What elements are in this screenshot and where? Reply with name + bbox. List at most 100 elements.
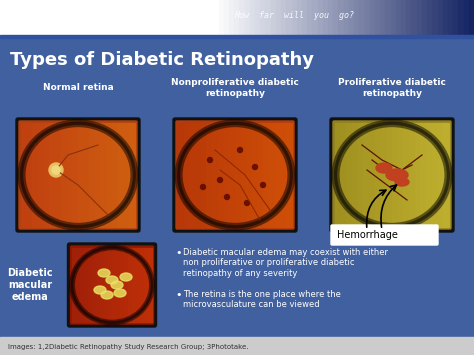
Text: •: •	[175, 290, 182, 300]
Text: Hemorrhage: Hemorrhage	[337, 230, 398, 240]
Circle shape	[237, 147, 243, 153]
Bar	[406, 0, 412, 38]
Bar	[144, 248, 148, 322]
Bar	[409, 123, 415, 227]
Bar	[104, 248, 109, 322]
Bar	[312, 0, 319, 38]
Bar	[370, 0, 376, 38]
Bar	[438, 0, 444, 38]
Bar	[81, 248, 85, 322]
Bar	[241, 123, 247, 227]
Bar	[411, 0, 418, 38]
Bar	[246, 123, 253, 227]
Text: Types of Diabetic Retinopathy: Types of Diabetic Retinopathy	[10, 51, 314, 69]
Ellipse shape	[49, 163, 63, 177]
Bar	[364, 123, 370, 227]
Text: Nonproliferative diabetic
retinopathy: Nonproliferative diabetic retinopathy	[171, 78, 299, 98]
Bar	[67, 123, 73, 227]
FancyBboxPatch shape	[71, 246, 154, 324]
Text: Images: 1,2Diabetic Retinopathy Study Research Group; 3Phototake.: Images: 1,2Diabetic Retinopathy Study Re…	[8, 344, 248, 350]
Bar	[365, 0, 371, 38]
Bar	[391, 0, 397, 38]
Bar	[0, 38, 474, 337]
Bar	[401, 0, 407, 38]
Bar	[73, 248, 77, 322]
Bar	[108, 248, 112, 322]
Bar	[297, 0, 303, 38]
Bar	[112, 248, 117, 322]
Bar	[265, 0, 272, 38]
Bar	[235, 123, 241, 227]
Bar	[218, 123, 224, 227]
Ellipse shape	[111, 281, 123, 289]
Bar	[292, 0, 298, 38]
Bar	[341, 123, 347, 227]
Bar	[281, 0, 287, 38]
Bar	[178, 123, 184, 227]
Bar	[422, 0, 428, 38]
Bar	[219, 0, 225, 38]
Bar	[229, 123, 236, 227]
Ellipse shape	[98, 269, 110, 277]
Bar	[107, 123, 113, 227]
Bar	[438, 123, 444, 227]
Bar	[245, 0, 251, 38]
Bar	[443, 0, 449, 38]
Bar	[323, 0, 329, 38]
Bar	[380, 0, 386, 38]
Ellipse shape	[386, 169, 408, 181]
Bar	[464, 0, 470, 38]
Bar	[128, 248, 132, 322]
Bar	[432, 0, 438, 38]
Ellipse shape	[101, 291, 113, 299]
Bar	[90, 123, 96, 227]
Bar	[335, 123, 341, 227]
Bar	[453, 0, 459, 38]
Bar	[286, 123, 292, 227]
Bar	[432, 123, 438, 227]
Bar	[84, 123, 90, 227]
Bar	[281, 123, 287, 227]
Bar	[124, 248, 128, 322]
Bar	[258, 123, 264, 227]
Bar	[96, 248, 100, 322]
Bar	[120, 248, 124, 322]
Circle shape	[208, 158, 212, 163]
Bar	[224, 123, 230, 227]
Bar	[328, 0, 334, 38]
Ellipse shape	[395, 178, 409, 186]
FancyBboxPatch shape	[176, 121, 294, 229]
Bar	[84, 248, 89, 322]
Ellipse shape	[114, 289, 126, 297]
Bar	[129, 123, 136, 227]
Text: Normal retina: Normal retina	[43, 83, 113, 93]
Bar	[286, 0, 292, 38]
Bar	[21, 123, 27, 227]
Bar	[271, 0, 277, 38]
Bar	[190, 123, 196, 227]
Bar	[112, 123, 118, 227]
Bar	[426, 123, 432, 227]
Bar	[398, 123, 404, 227]
Ellipse shape	[52, 166, 60, 174]
Bar	[392, 123, 398, 227]
Bar	[338, 0, 345, 38]
Bar	[76, 248, 81, 322]
Bar	[333, 0, 339, 38]
Bar	[375, 123, 381, 227]
Bar	[302, 0, 308, 38]
Bar	[73, 123, 79, 227]
Bar	[307, 0, 313, 38]
Circle shape	[225, 195, 229, 200]
FancyBboxPatch shape	[331, 225, 438, 245]
Bar	[224, 0, 230, 38]
Bar	[136, 248, 140, 322]
Bar	[318, 0, 324, 38]
Circle shape	[218, 178, 222, 182]
Bar	[269, 123, 275, 227]
Bar	[403, 123, 410, 227]
Bar	[0, 35, 474, 38]
Ellipse shape	[94, 286, 106, 294]
Bar	[250, 0, 256, 38]
Bar	[427, 0, 433, 38]
